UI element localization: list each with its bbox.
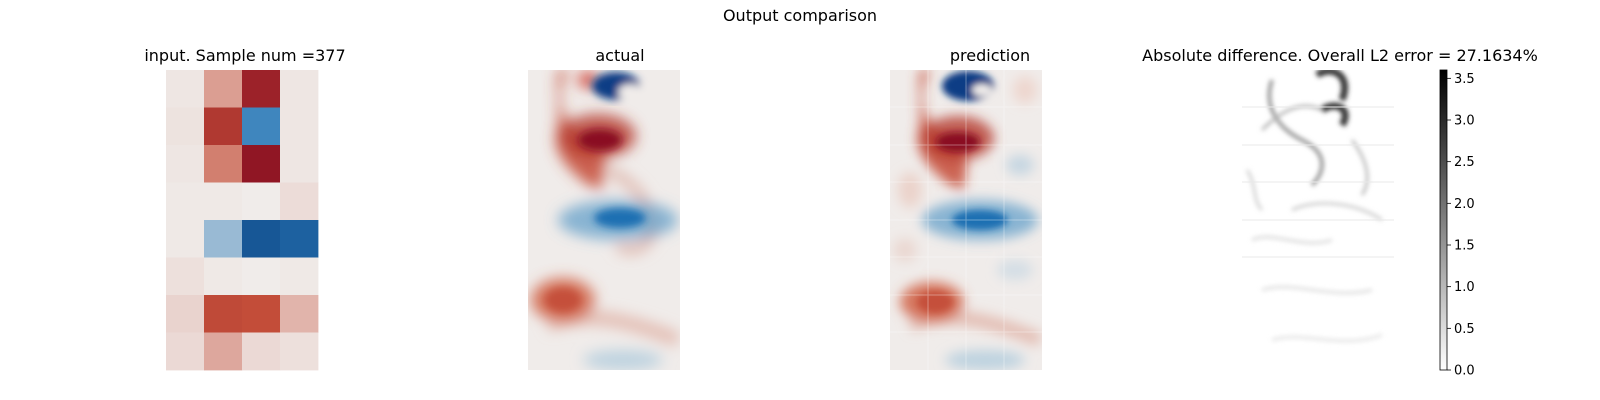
input-cell [242,295,281,333]
prediction-red-core [936,132,980,152]
colorbar-tick-label: 0.5 [1454,322,1475,337]
input-cell [204,145,243,183]
difference-patch-seams [1242,106,1394,258]
difference-streak-2 [1260,104,1323,132]
prediction-panel-title: prediction [949,46,1031,65]
input-cell [204,332,243,371]
difference-streak-3 [1291,201,1383,222]
actual-blue-core [594,208,646,228]
actual-blue-bottom [583,350,663,370]
colorbar-gradient [1439,69,1448,371]
prediction-red-tail [917,70,967,190]
prediction-noise-2 [898,172,922,208]
colorbar-tick-label: 0.0 [1454,364,1475,379]
actual-red-core-lower [545,288,581,312]
input-cell [204,107,243,146]
input-cell [204,182,243,221]
input-cell [204,220,243,258]
input-cell [242,70,281,108]
prediction-red-core-lower [917,291,953,313]
colorbar-tick-label: 3.5 [1454,72,1475,87]
colorbar-tick-label: 2.5 [1454,155,1475,170]
colorbar-tick-label: 3.0 [1454,114,1475,129]
input-cell [242,332,281,371]
prediction-field-plot [890,70,1042,370]
input-cell [166,70,205,108]
prediction-blue-core [952,210,1008,230]
input-cell [242,107,281,146]
difference-streak-8 [1245,169,1264,212]
colorbar-tick-label: 2.0 [1454,197,1475,212]
input-cell [242,182,281,221]
input-cell [204,257,243,296]
difference-hot-vortex [1315,70,1349,127]
difference-panel-title: Absolute difference. Overall L2 error = … [1142,46,1538,65]
actual-red-tail [555,70,605,190]
prediction-patch-seams [890,70,1042,370]
input-cell [280,70,319,108]
difference-field-plot [1242,70,1394,370]
prediction-noise-4 [893,238,917,262]
prediction-noise-1 [1006,155,1034,175]
input-cell [204,70,243,108]
difference-streak-6 [1271,333,1383,343]
prediction-noise-5 [1013,76,1037,104]
input-cell [166,257,205,296]
input-cell [204,295,243,333]
input-cell [242,145,281,183]
input-cell [280,257,319,296]
input-cell [280,332,319,371]
input-cell [280,295,319,333]
colorbar-ticks: 0.0 0.5 1.0 1.5 2.0 2.5 3.0 3.5 [1447,72,1475,379]
difference-streak-4 [1251,235,1333,245]
prediction-blue-bottom [945,350,1025,370]
input-cell [280,107,319,146]
actual-panel-title: actual [595,46,645,65]
input-cell [166,182,205,221]
input-cell [280,182,319,221]
input-cell [280,145,319,183]
colorbar-tick-label: 1.0 [1454,280,1475,295]
input-heatmap [166,70,319,371]
prediction-noise-3 [997,260,1033,280]
input-cell [166,107,205,146]
input-cell [242,257,281,296]
difference-colorbar: 0.0 0.5 1.0 1.5 2.0 2.5 3.0 3.5 [1439,69,1475,379]
difference-streak-1 [1267,79,1324,187]
input-cell [280,220,319,258]
colorbar-tick-label: 1.5 [1454,239,1475,254]
input-cell [166,145,205,183]
actual-vortex-eye [618,84,642,100]
input-cell [166,220,205,258]
input-cell [242,220,281,258]
figure-title: Output comparison [722,6,878,25]
prediction-vortex-eye [972,84,992,96]
input-cell [166,295,205,333]
input-cell [166,332,205,371]
input-panel-title: input. Sample num =377 [144,46,346,65]
actual-red-core [578,129,622,151]
actual-field-plot [528,70,680,370]
difference-streak-5 [1261,285,1373,295]
